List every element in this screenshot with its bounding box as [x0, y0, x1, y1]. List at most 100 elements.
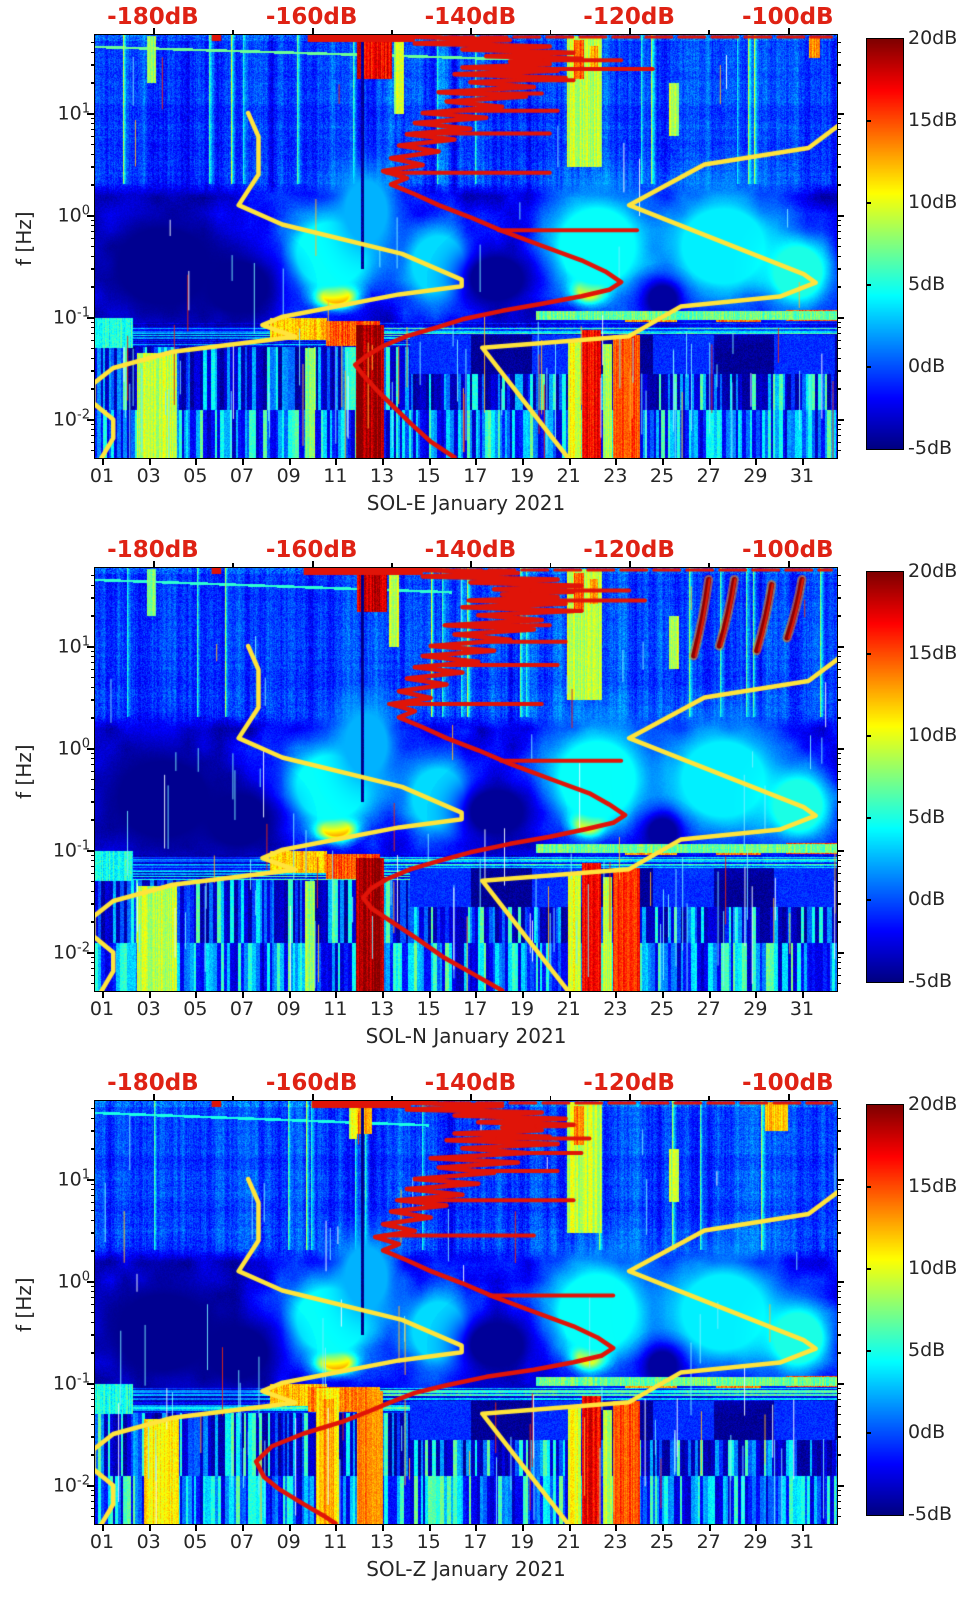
y-axis-minor-tick — [91, 332, 95, 335]
x-tick-label: 05 — [183, 998, 208, 1020]
y-axis-minor-tick — [91, 321, 95, 324]
y-axis-right-tick — [837, 574, 841, 577]
y-axis-right-tick — [837, 717, 841, 719]
x-axis-tick — [708, 458, 711, 465]
colorbar-tick-label: 20dB — [908, 560, 958, 582]
y-axis-right-tick — [837, 1383, 844, 1386]
y-axis-minor-tick — [91, 428, 95, 431]
y-axis-right-tick — [837, 224, 841, 227]
top-axis-major-tick — [311, 1094, 314, 1101]
x-axis-tick — [428, 1524, 431, 1531]
panel-sol-n: f [Hz] SOL-N January 2021 -180dB -160dB -1… — [0, 533, 962, 1066]
y-axis-right-tick — [837, 699, 841, 701]
y-axis-right-tick — [837, 1296, 841, 1299]
y-axis-minor-tick — [91, 1117, 95, 1120]
colorbar-tick-label: 0dB — [908, 888, 946, 910]
y-axis-minor-tick — [91, 268, 95, 270]
y-axis-right-tick — [837, 1232, 841, 1234]
x-tick-label: 11 — [323, 1531, 348, 1553]
x-tick-label: 29 — [743, 465, 768, 487]
y-axis-right-tick — [837, 245, 841, 248]
x-axis-tick — [755, 991, 758, 998]
y-axis-right-tick — [837, 41, 841, 44]
y-axis-minor-tick — [91, 1130, 95, 1132]
x-axis-tick — [475, 458, 478, 465]
y-axis-major-tick — [87, 1179, 95, 1182]
y-axis-minor-tick — [91, 686, 95, 689]
y-axis-right-tick — [837, 1183, 841, 1186]
x-tick-label: 15 — [416, 998, 441, 1020]
y-axis-right-tick — [837, 1321, 841, 1324]
y-axis-right-tick — [837, 153, 841, 156]
y-axis-right-tick — [837, 1303, 841, 1306]
y-axis-right-tick — [837, 880, 841, 883]
x-axis-tick — [755, 1524, 758, 1531]
y-axis-title: f [Hz] — [12, 744, 36, 799]
y-axis-right-tick — [837, 1117, 841, 1120]
x-axis-tick — [102, 991, 104, 998]
y-axis-right-tick — [837, 1436, 841, 1438]
y-tick-exponent: -2 — [77, 940, 90, 956]
colorbar-tick-label: 10dB — [908, 191, 958, 213]
y-axis-minor-tick — [91, 41, 95, 44]
y-axis-minor-tick — [91, 788, 95, 791]
y-axis-major-tick — [87, 952, 95, 955]
y-axis-right-tick — [837, 230, 841, 233]
y-axis-major-tick — [87, 419, 95, 422]
x-axis-title-sol-e: SOL-E January 2021 — [366, 491, 566, 515]
x-tick-label: 01 — [89, 1531, 115, 1553]
top-axis-major-tick — [629, 1094, 632, 1101]
top-axis-minor-tick — [708, 1096, 710, 1101]
y-axis-minor-tick — [91, 1454, 95, 1456]
x-tick-label: 23 — [603, 1531, 628, 1553]
y-axis-right-tick — [837, 82, 841, 84]
colorbar-tick-label: 15dB — [908, 1175, 958, 1197]
y-axis-right-tick — [837, 286, 841, 288]
y-axis-minor-tick — [91, 584, 95, 587]
y-axis-right-tick — [837, 961, 841, 964]
y-axis-minor-tick — [91, 255, 95, 258]
colorbar — [866, 38, 904, 450]
x-axis-tick — [802, 991, 804, 998]
y-axis-minor-tick — [91, 859, 95, 862]
colorbar-tick-label: -5dB — [908, 437, 953, 459]
spectrogram-canvas-sol-n — [94, 567, 837, 991]
x-tick-label: 29 — [743, 998, 768, 1020]
y-axis-minor-tick — [91, 961, 95, 964]
colorbar-tick-label: 5dB — [908, 806, 946, 828]
colorbar-tick-label: 20dB — [908, 1093, 958, 1115]
y-axis-minor-tick — [91, 597, 95, 599]
x-tick-label: 19 — [509, 465, 535, 487]
y-axis-minor-tick — [91, 1321, 95, 1324]
y-axis-right-tick — [837, 1489, 841, 1492]
y-tick-exponent: 0 — [81, 1269, 90, 1285]
y-axis-minor-tick — [91, 1436, 95, 1438]
y-axis-title: f [Hz] — [12, 211, 36, 266]
y-axis-minor-tick — [91, 143, 95, 146]
y-axis-minor-tick — [91, 286, 95, 288]
x-tick-label: 25 — [649, 1531, 675, 1553]
x-tick-label: 09 — [276, 1531, 301, 1553]
x-axis-tick — [148, 991, 151, 998]
x-tick-label: 07 — [229, 998, 255, 1020]
y-axis-right-tick — [837, 135, 841, 138]
x-tick-label: 31 — [789, 1531, 815, 1553]
top-axis-major-tick — [311, 561, 314, 568]
colorbar-gradient — [867, 39, 903, 449]
colorbar-tick-label: 10dB — [908, 724, 958, 746]
x-tick-label: 17 — [463, 998, 488, 1020]
panel-sol-z: f [Hz] SOL-Z January 2021 -180dB -160dB -1… — [0, 1066, 962, 1599]
top-axis-label-db: -180dB — [107, 4, 199, 30]
y-axis-right-tick — [837, 956, 841, 959]
y-axis-right-tick — [837, 255, 841, 258]
y-axis-right-tick — [837, 51, 841, 54]
y-axis-right-tick — [837, 676, 841, 679]
y-axis-right-tick — [837, 952, 844, 955]
y-axis-minor-tick — [91, 854, 95, 857]
y-axis-right-tick — [837, 1454, 841, 1456]
y-axis-right-tick — [837, 1515, 841, 1518]
top-axis-major-tick — [629, 28, 632, 35]
y-tick-label: 100 — [57, 203, 90, 227]
x-axis-tick — [568, 458, 571, 465]
